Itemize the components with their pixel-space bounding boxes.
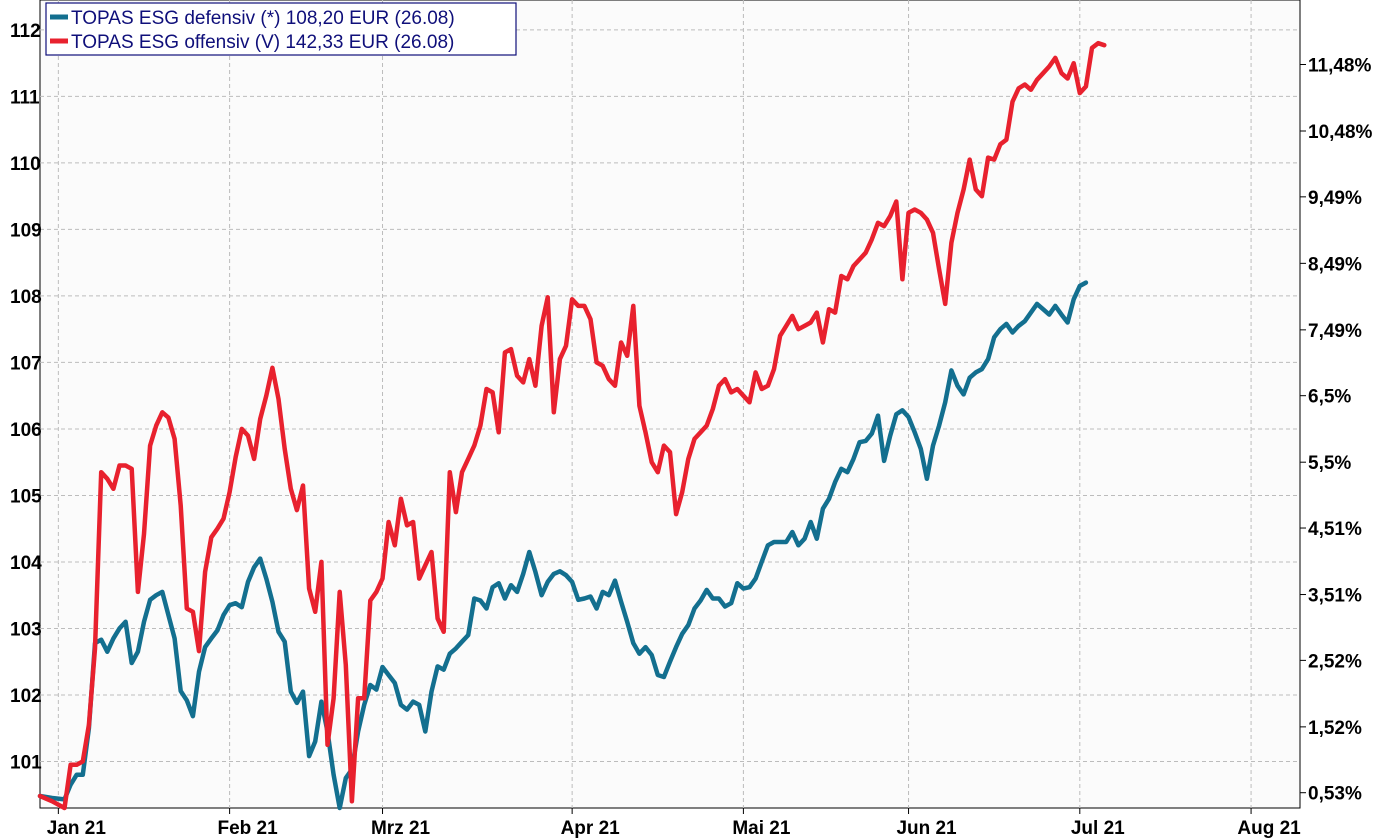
- y-tick-right-label: 3,51%: [1308, 586, 1362, 607]
- y-tick-left-label: 108: [10, 287, 42, 308]
- y-tick-left-label: 102: [10, 686, 42, 707]
- x-tick-label: Jul 21: [1071, 818, 1125, 839]
- y-axis-right: 0,53% 1,52% 2,52% 3,51% 4,51% 5,5% 6,5% 7,49% 8,…: [1300, 56, 1373, 805]
- x-tick-label: Apr 21: [561, 818, 621, 839]
- x-tick-label: Feb 21: [218, 818, 279, 839]
- y-tick-right-label: 5,5%: [1308, 453, 1351, 474]
- y-tick-right-label: 6,5%: [1308, 387, 1351, 408]
- y-tick-left-label: 111: [10, 87, 40, 108]
- legend-label-offensiv: TOPAS ESG offensiv (V) 142,33 EUR (26.08…: [71, 32, 454, 53]
- y-tick-left-label: 101: [10, 752, 42, 773]
- y-tick-right-label: 11,48%: [1308, 56, 1371, 77]
- y-axis-left: 101 102 103 104 105 106 107 108 109 110 111 112: [10, 21, 42, 774]
- x-axis-ticks: Jan 21 Feb 21 Mrz 21 Apr 21 Mai 21 Jun 21 Jul …: [47, 808, 1301, 839]
- y-tick-right-label: 4,51%: [1308, 519, 1362, 540]
- x-tick-label: Jun 21: [896, 818, 957, 839]
- y-tick-left-label: 105: [10, 486, 42, 507]
- y-tick-right-label: 7,49%: [1308, 321, 1362, 342]
- y-tick-right-label: 2,52%: [1308, 651, 1362, 672]
- y-tick-right-label: 0,53%: [1308, 784, 1362, 805]
- y-tick-left-label: 103: [10, 619, 42, 640]
- y-tick-left-label: 107: [10, 353, 42, 374]
- series-line-offensiv: [37, 40, 1107, 811]
- x-tick-label: Mai 21: [732, 818, 791, 839]
- legend: TOPAS ESG defensiv (*) 108,20 EUR (26.08…: [45, 2, 517, 56]
- y-tick-right-label: 1,52%: [1308, 718, 1362, 739]
- y-tick-left-label: 104: [10, 553, 42, 574]
- series-line-defensiv: [37, 280, 1089, 811]
- legend-label-defensiv: TOPAS ESG defensiv (*) 108,20 EUR (26.08…: [71, 8, 455, 29]
- y-tick-left-label: 109: [10, 220, 42, 241]
- x-tick-label: Mrz 21: [371, 818, 431, 839]
- y-tick-right-label: 9,49%: [1308, 188, 1362, 209]
- y-tick-left-label: 112: [10, 21, 41, 42]
- y-tick-left-label: 106: [10, 420, 42, 441]
- y-tick-left-label: 110: [10, 154, 41, 175]
- y-tick-right-label: 8,49%: [1308, 254, 1362, 275]
- legend-box: [45, 2, 517, 56]
- plot-background: [39, 0, 1301, 809]
- x-tick-label: Jan 21: [47, 818, 107, 839]
- series-lines: [37, 40, 1107, 811]
- y-tick-right-label: 10,48%: [1308, 122, 1373, 143]
- x-tick-label: Aug 21: [1237, 818, 1301, 839]
